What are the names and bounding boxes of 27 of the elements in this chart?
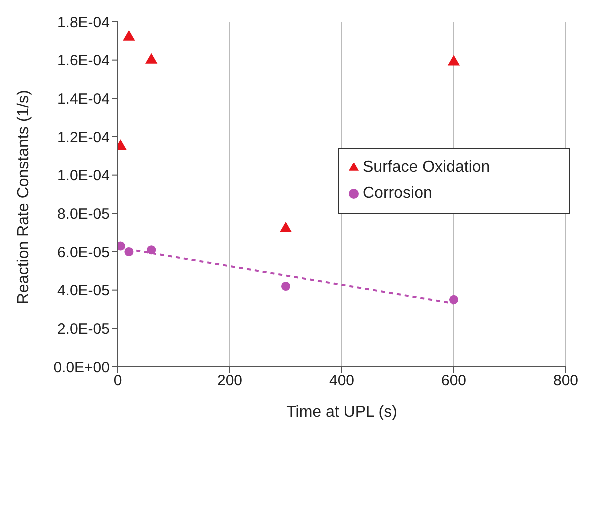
point <box>448 55 460 66</box>
y-axis-title: Reaction Rate Constants (1/s) <box>16 90 33 304</box>
x-tick-label: 800 <box>553 372 579 390</box>
point <box>280 222 292 233</box>
x-tick-label: 600 <box>441 372 467 390</box>
point <box>147 246 156 255</box>
y-tick-label: 1.8E-04 <box>57 14 110 32</box>
point <box>281 282 291 292</box>
x-axis-title: Time at UPL (s) <box>286 404 398 421</box>
point <box>146 53 158 64</box>
y-tick-label: 1.6E-04 <box>57 52 110 70</box>
point <box>449 295 459 304</box>
x-tick-label: 200 <box>217 372 243 390</box>
y-tick-label: 1.4E-04 <box>57 90 110 108</box>
point <box>124 247 134 257</box>
legend-label: Corrosion <box>363 185 432 202</box>
y-tick-label: 4.0E-05 <box>57 282 110 300</box>
x-tick-label: 400 <box>329 372 355 390</box>
y-tick-label: 8.0E-05 <box>57 206 110 223</box>
y-tick-label: 0.0E+00 <box>54 359 110 376</box>
legend-label: Surface Oxidation <box>363 159 490 176</box>
y-tick-label: 1.0E-04 <box>57 168 110 185</box>
y-tick-label: 6.0E-05 <box>57 244 110 262</box>
x-tick-label: 0 <box>114 372 122 390</box>
point <box>123 30 136 41</box>
y-tick-label: 1.2E-04 <box>57 129 110 146</box>
y-tick-label: 2.0E-05 <box>57 320 110 338</box>
